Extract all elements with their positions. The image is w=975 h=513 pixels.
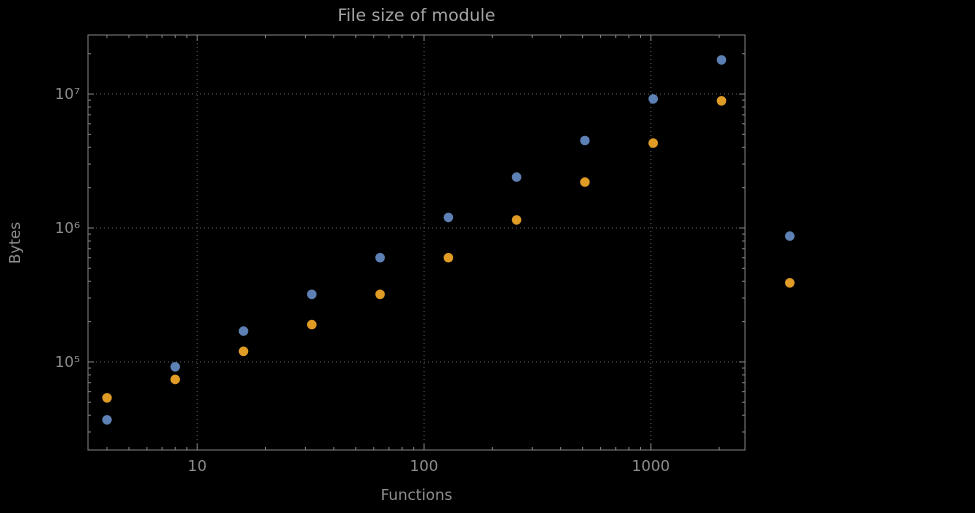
data-point: [375, 252, 385, 263]
data-point: [102, 415, 112, 425]
chart-title: File size of module: [337, 6, 496, 26]
series-2-orange-points: [102, 96, 795, 403]
data-point: [170, 374, 180, 385]
data-point: [238, 326, 249, 336]
x-tick-label: 10: [188, 457, 207, 475]
plot-frame: [87, 34, 746, 451]
gridlines: [88, 35, 745, 450]
data-point: [511, 215, 522, 225]
data-point: [307, 289, 317, 300]
x-tick-label: 100: [410, 457, 439, 475]
data-point: [648, 138, 658, 148]
data-point: [375, 289, 385, 300]
data-point: [648, 94, 658, 104]
data-point: [443, 212, 454, 223]
data-point: [443, 252, 454, 263]
data-point: [580, 177, 590, 187]
data-point: [785, 231, 795, 241]
y-tick-label: 10⁵: [55, 353, 80, 371]
data-point: [238, 346, 249, 357]
data-point: [716, 96, 727, 106]
x-axis-label: Functions: [380, 486, 453, 504]
series-1-blue-points: [102, 55, 795, 425]
data-point: [785, 278, 795, 288]
y-tick-label: 10⁶: [55, 219, 80, 237]
data-point: [102, 393, 112, 403]
data-point: [307, 319, 317, 330]
frame-ticks: [88, 35, 745, 450]
x-tick-label: 1000: [632, 457, 670, 475]
data-point: [170, 362, 180, 372]
data-point: [716, 55, 727, 65]
data-point: [580, 135, 590, 146]
data-point: [511, 172, 522, 182]
y-tick-label: 10⁷: [55, 85, 80, 103]
